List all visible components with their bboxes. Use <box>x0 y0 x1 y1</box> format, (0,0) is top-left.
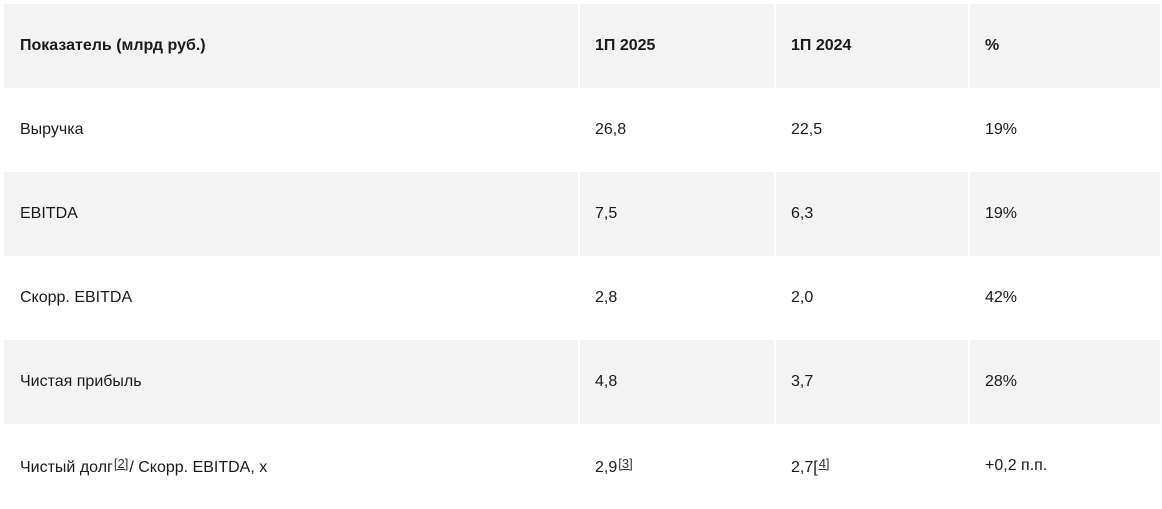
cell-h1-2024: 6,3 <box>776 172 970 256</box>
cell-change: 19% <box>970 88 1160 172</box>
financial-table-container: Показатель (млрд руб.) 1П 2025 1П 2024 %… <box>4 4 1160 508</box>
cell-h1-2024: 2,7[4] <box>776 424 970 508</box>
cell-change: 19% <box>970 172 1160 256</box>
cell-change: +0,2 п.п. <box>970 424 1160 508</box>
cell-indicator: Чистый долг[2]/ Скорр. EBITDA, х <box>4 424 580 508</box>
header-h1-2024: 1П 2024 <box>776 4 970 88</box>
cell-h1-2025: 7,5 <box>580 172 776 256</box>
table-row-net-debt-ratio: Чистый долг[2]/ Скорр. EBITDA, х 2,9[3] … <box>4 424 1160 508</box>
cell-h1-2025: 2,9[3] <box>580 424 776 508</box>
cell-change: 28% <box>970 340 1160 424</box>
table-row-adjusted-ebitda: Скорр. EBITDA 2,8 2,0 42% <box>4 256 1160 340</box>
cell-indicator: Скорр. EBITDA <box>4 256 580 340</box>
table-row-net-profit: Чистая прибыль 4,8 3,7 28% <box>4 340 1160 424</box>
table-row-ebitda: EBITDA 7,5 6,3 19% <box>4 172 1160 256</box>
cell-h1-2024: 3,7 <box>776 340 970 424</box>
header-h1-2025: 1П 2025 <box>580 4 776 88</box>
table-row-revenue: Выручка 26,8 22,5 19% <box>4 88 1160 172</box>
cell-indicator: Выручка <box>4 88 580 172</box>
footnote-link-4[interactable]: 4] <box>818 456 830 471</box>
indicator-text-part2: / Скорр. EBITDA, х <box>129 459 268 476</box>
cell-h1-2025: 2,8 <box>580 256 776 340</box>
cell-h1-2024: 22,5 <box>776 88 970 172</box>
footnote-link-2[interactable]: [2] <box>113 456 129 471</box>
header-change: % <box>970 4 1160 88</box>
cell-indicator: Чистая прибыль <box>4 340 580 424</box>
value-h1-2024: 2,7[ <box>791 459 818 476</box>
value-h1-2025: 2,9 <box>595 459 618 476</box>
indicator-text-part1: Чистый долг <box>20 459 113 476</box>
cell-h1-2024: 2,0 <box>776 256 970 340</box>
footnote-link-3[interactable]: [3] <box>618 456 633 471</box>
cell-h1-2025: 26,8 <box>580 88 776 172</box>
financial-results-table: Показатель (млрд руб.) 1П 2025 1П 2024 %… <box>4 4 1160 508</box>
table-header-row: Показатель (млрд руб.) 1П 2025 1П 2024 % <box>4 4 1160 88</box>
header-indicator: Показатель (млрд руб.) <box>4 4 580 88</box>
cell-change: 42% <box>970 256 1160 340</box>
cell-indicator: EBITDA <box>4 172 580 256</box>
cell-h1-2025: 4,8 <box>580 340 776 424</box>
